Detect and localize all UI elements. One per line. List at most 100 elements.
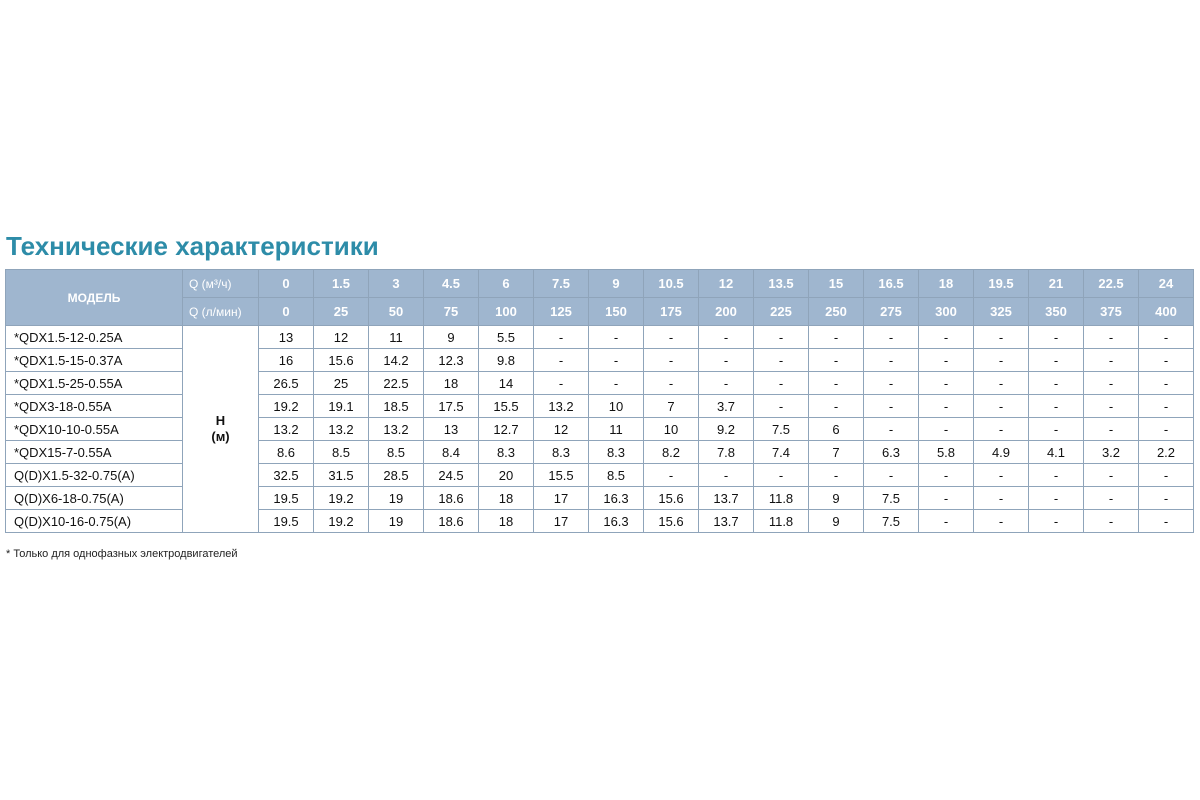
- head-value-cell: -: [1138, 486, 1194, 510]
- flow-m3h-value: 15: [808, 269, 864, 298]
- header-row-flow-m3h: МОДЕЛЬ Q (м³/ч) 0 1.5 3 4.5 6 7.5 9 10.5 12 13.5 1…: [5, 269, 1194, 326]
- head-label-cell: H (м): [182, 325, 259, 533]
- head-value-cell: 16: [258, 348, 314, 372]
- model-name-cell: Q(D)X6-18-0.75(A): [5, 486, 183, 510]
- head-value-cell: 17: [533, 509, 589, 533]
- head-value-cell: 8.4: [423, 440, 479, 464]
- page-title: Технические характеристики: [6, 231, 379, 261]
- head-value-cell: 12.7: [478, 417, 534, 441]
- head-value-cell: -: [973, 325, 1029, 349]
- head-value-cell: -: [1138, 371, 1194, 395]
- head-value-cell: 8.2: [643, 440, 699, 464]
- flow-m3h-label: Q (м³/ч): [182, 269, 259, 298]
- head-value-cell: 11.8: [753, 509, 809, 533]
- head-value-cell: 19.5: [258, 509, 314, 533]
- head-value-cell: -: [808, 463, 864, 487]
- head-value-cell: 7.5: [863, 486, 919, 510]
- model-name-cell: *QDX10-10-0.55A: [5, 417, 183, 441]
- head-value-cell: -: [973, 371, 1029, 395]
- flow-m3h-value: 19.5: [973, 269, 1029, 298]
- head-value-cell: 18: [423, 371, 479, 395]
- model-column-header: МОДЕЛЬ: [5, 269, 183, 326]
- spec-table-header: МОДЕЛЬ Q (м³/ч) 0 1.5 3 4.5 6 7.5 9 10.5 12 13.5 1…: [5, 269, 1194, 326]
- head-value-cell: 18.5: [368, 394, 424, 418]
- flow-lmin-value: 25: [313, 297, 369, 326]
- head-value-cell: 19.2: [258, 394, 314, 418]
- flow-m3h-value: 22.5: [1083, 269, 1139, 298]
- head-value-cell: -: [1083, 509, 1139, 533]
- head-value-cell: -: [1028, 509, 1084, 533]
- head-value-cell: -: [863, 325, 919, 349]
- flow-lmin-value: 250: [808, 297, 864, 326]
- head-value-cell: -: [698, 348, 754, 372]
- head-value-cell: -: [1138, 394, 1194, 418]
- head-value-cell: 13.2: [258, 417, 314, 441]
- model-name-cell: Q(D)X1.5-32-0.75(A): [5, 463, 183, 487]
- head-value-cell: 8.6: [258, 440, 314, 464]
- flow-m3h-value: 10.5: [643, 269, 699, 298]
- head-value-cell: -: [918, 463, 974, 487]
- flow-m3h-value: 21: [1028, 269, 1084, 298]
- head-value-cell: -: [1083, 463, 1139, 487]
- table-row: Q(D)X6-18-0.75(A) 19.5 19.2 19 18.6 18 17 16.3 1…: [5, 486, 1194, 510]
- head-value-cell: -: [753, 463, 809, 487]
- head-value-cell: -: [918, 348, 974, 372]
- model-name-cell: *QDX3-18-0.55A: [5, 394, 183, 418]
- head-value-cell: 12: [313, 325, 369, 349]
- head-value-cell: -: [863, 348, 919, 372]
- head-value-cell: 5.8: [918, 440, 974, 464]
- head-value-cell: -: [1083, 394, 1139, 418]
- table-row: *QDX1.5-12-0.25A H (м) 13 12 11 9 5.5- - - - - - - - - -…: [5, 325, 1194, 533]
- model-name-cell: *QDX1.5-12-0.25A: [5, 325, 183, 349]
- head-value-cell: -: [588, 325, 644, 349]
- head-value-cell: 19: [368, 509, 424, 533]
- flow-m3h-value: 1.5: [313, 269, 369, 298]
- head-value-cell: 13.2: [368, 417, 424, 441]
- header-row-flow-lmin: Q (л/мин) 0 25 50 75 100 125 150 175 200 225 250 27…: [6, 297, 1194, 326]
- head-value-cell: 18: [478, 486, 534, 510]
- model-name-cell: *QDX1.5-15-0.37A: [5, 348, 183, 372]
- head-value-cell: 10: [643, 417, 699, 441]
- head-value-cell: -: [643, 325, 699, 349]
- head-value-cell: 14: [478, 371, 534, 395]
- head-value-cell: 9: [423, 325, 479, 349]
- model-name-cell: Q(D)X10-16-0.75(A): [5, 509, 183, 533]
- head-value-cell: 9.8: [478, 348, 534, 372]
- head-value-cell: -: [918, 371, 974, 395]
- head-value-cell: -: [973, 509, 1029, 533]
- table-row: Q(D)X10-16-0.75(A) 19.5 19.2 19 18.6 18 17 16.3…: [5, 509, 1194, 533]
- head-value-cell: 8.3: [588, 440, 644, 464]
- head-value-cell: 19.2: [313, 486, 369, 510]
- head-value-cell: -: [918, 486, 974, 510]
- head-value-cell: 24.5: [423, 463, 479, 487]
- head-value-cell: 3.7: [698, 394, 754, 418]
- head-value-cell: 13.7: [698, 486, 754, 510]
- head-value-cell: 6.3: [863, 440, 919, 464]
- head-value-cell: -: [1028, 417, 1084, 441]
- head-value-cell: 4.1: [1028, 440, 1084, 464]
- head-value-cell: 9: [808, 509, 864, 533]
- flow-lmin-value: 125: [533, 297, 589, 326]
- head-value-cell: 16.3: [588, 486, 644, 510]
- head-value-cell: -: [918, 325, 974, 349]
- flow-m3h-value: 12: [698, 269, 754, 298]
- flow-lmin-value: 100: [478, 297, 534, 326]
- head-value-cell: 19.5: [258, 486, 314, 510]
- head-value-cell: -: [1138, 348, 1194, 372]
- head-value-cell: -: [918, 394, 974, 418]
- head-value-cell: -: [698, 463, 754, 487]
- head-value-cell: 19.1: [313, 394, 369, 418]
- head-value-cell: -: [643, 371, 699, 395]
- head-value-cell: 8.5: [313, 440, 369, 464]
- head-value-cell: 13.2: [313, 417, 369, 441]
- flow-m3h-value: 9: [588, 269, 644, 298]
- head-value-cell: 11: [588, 417, 644, 441]
- head-value-cell: 2.2: [1138, 440, 1194, 464]
- head-value-cell: 11: [368, 325, 424, 349]
- head-value-cell: 14.2: [368, 348, 424, 372]
- head-value-cell: 20: [478, 463, 534, 487]
- head-value-cell: -: [533, 371, 589, 395]
- head-value-cell: -: [1138, 463, 1194, 487]
- head-value-cell: -: [1028, 325, 1084, 349]
- table-row: *QDX3-18-0.55A 19.2 19.1 18.5 17.5 15.5 13.2 10…: [5, 394, 1194, 418]
